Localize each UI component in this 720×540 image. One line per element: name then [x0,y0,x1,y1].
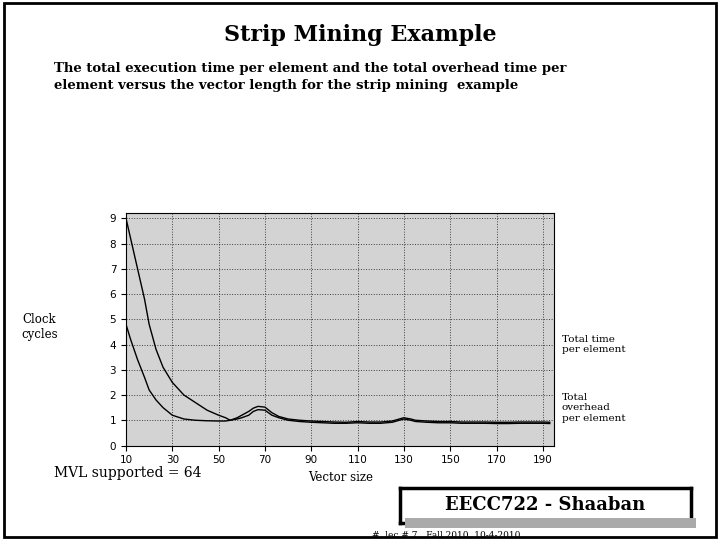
Text: EECC722 - Shaaban: EECC722 - Shaaban [445,496,646,514]
X-axis label: Vector size: Vector size [307,471,373,484]
Text: Total
overhead
per element: Total overhead per element [562,393,625,422]
Text: MVL supported = 64: MVL supported = 64 [54,465,202,480]
Text: Clock
cycles: Clock cycles [22,313,58,341]
Text: Strip Mining Example: Strip Mining Example [224,24,496,46]
Text: Total time
per element: Total time per element [562,335,625,354]
Text: The total execution time per element and the total overhead time per
element ver: The total execution time per element and… [54,62,567,92]
Text: #  lec # 7   Fall 2010  10-4-2010: # lec # 7 Fall 2010 10-4-2010 [372,531,521,540]
